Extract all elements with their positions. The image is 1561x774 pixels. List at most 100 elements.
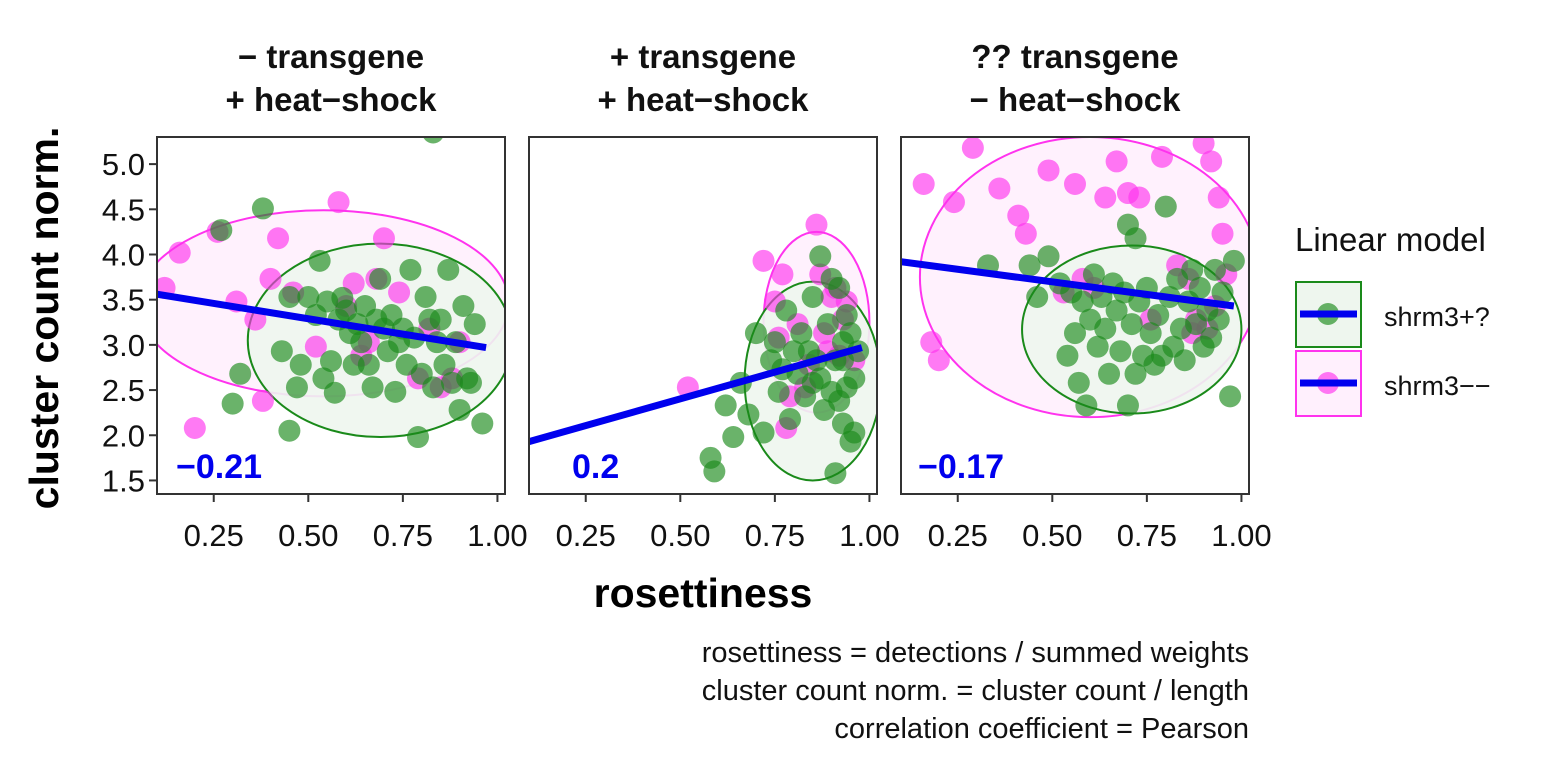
panel-title-line1: − transgene xyxy=(238,38,424,75)
point-shrm3-plus xyxy=(452,295,475,318)
point-shrm3-minus xyxy=(1014,222,1037,245)
point-shrm3-plus xyxy=(722,426,745,449)
point-shrm3-minus xyxy=(251,389,274,412)
point-shrm3-minus xyxy=(267,227,290,250)
point-shrm3-minus xyxy=(927,349,950,372)
footnote-line: correlation coefficient = Pearson xyxy=(834,713,1249,745)
x-tick-label: 0.50 xyxy=(650,518,710,553)
point-shrm3-plus xyxy=(270,340,293,363)
panel-title-line2: + heat−shock xyxy=(226,81,438,118)
linear-fit-line xyxy=(157,290,487,352)
point-shrm3-plus xyxy=(350,331,373,354)
point-shrm3-plus xyxy=(229,362,252,385)
point-shrm3-plus xyxy=(763,331,786,354)
point-shrm3-plus xyxy=(1181,258,1204,281)
x-tick-label: 0.75 xyxy=(745,518,805,553)
linear-fit-line xyxy=(901,258,1235,310)
point-shrm3-minus xyxy=(1128,186,1151,209)
point-shrm3-minus xyxy=(1192,137,1215,155)
x-tick-label: 0.75 xyxy=(1117,518,1177,553)
point-shrm3-minus xyxy=(752,249,775,272)
point-shrm3-minus xyxy=(1064,172,1086,195)
point-shrm3-plus xyxy=(471,412,494,435)
legend-entry-shrm3-plus: shrm3+? xyxy=(1295,281,1490,348)
point-shrm3-plus xyxy=(210,219,233,242)
point-shrm3-plus xyxy=(1203,258,1226,281)
point-shrm3-minus xyxy=(988,177,1011,200)
point-shrm3-plus xyxy=(775,299,798,322)
point-shrm3-plus xyxy=(1064,322,1086,345)
point-shrm3-minus xyxy=(1200,150,1223,173)
point-shrm3-plus xyxy=(399,258,422,281)
point-shrm3-plus xyxy=(278,285,301,308)
point-shrm3-minus xyxy=(304,335,327,358)
y-axis-title: cluster count norm. xyxy=(21,127,67,510)
point-shrm3-plus xyxy=(839,322,862,345)
point-shrm3-plus xyxy=(429,308,452,331)
point-shrm3-plus xyxy=(703,460,726,483)
point-shrm3-minus xyxy=(259,267,282,290)
y-tick-label: 5.0 xyxy=(102,147,145,182)
x-tick-label: 0.25 xyxy=(556,518,616,553)
point-shrm3-plus xyxy=(323,381,346,404)
y-tick-label: 4.0 xyxy=(102,237,145,272)
point-shrm3-plus xyxy=(463,313,486,336)
point-shrm3-minus xyxy=(183,417,206,440)
point-shrm3-minus xyxy=(1151,145,1173,168)
point-shrm3-plus xyxy=(285,376,308,399)
point-shrm3-plus xyxy=(1211,281,1234,304)
point-shrm3-plus xyxy=(843,421,866,444)
legend-label: shrm3−− xyxy=(1384,371,1491,401)
point-shrm3-plus xyxy=(1105,299,1128,322)
x-tick-label: 1.00 xyxy=(1211,518,1271,553)
point-shrm3-plus xyxy=(361,376,384,399)
panel-plus-transgene: 0.2 xyxy=(528,136,878,495)
point-shrm3-plus xyxy=(1109,340,1132,363)
y-tick-label: 1.5 xyxy=(102,463,145,498)
point-shrm3-plus xyxy=(1018,254,1041,277)
point-shrm3-plus xyxy=(1086,335,1109,358)
point-shrm3-plus xyxy=(1219,385,1242,408)
point-shrm3-plus xyxy=(1139,322,1162,345)
point-shrm3-minus xyxy=(920,331,943,354)
point-shrm3-plus xyxy=(422,376,445,399)
panel-title-line2: − heat−shock xyxy=(970,81,1182,118)
point-shrm3-plus xyxy=(790,322,813,345)
footnote: rosettiness = detections / summed weight… xyxy=(702,637,1249,745)
point-shrm3-plus xyxy=(433,353,456,376)
point-shrm3-minus xyxy=(372,227,395,250)
point-shrm3-plus xyxy=(1200,326,1223,349)
point-shrm3-plus xyxy=(369,267,392,290)
point-shrm3-plus xyxy=(308,249,331,272)
x-tick-label: 0.75 xyxy=(373,518,433,553)
point-shrm3-minus xyxy=(1007,204,1030,227)
y-axis: 1.5 2.0 2.5 3.0 3.5 4.0 4.5 5.0 xyxy=(102,147,157,498)
point-shrm3-plus xyxy=(1094,317,1117,340)
point-shrm3-plus xyxy=(423,137,444,144)
y-tick-label: 4.5 xyxy=(102,192,145,227)
linear-fit-line xyxy=(529,344,863,445)
point-shrm3-plus xyxy=(1120,313,1143,336)
legend-title: Linear model xyxy=(1295,221,1486,258)
panel-title-line1: + transgene xyxy=(610,38,796,75)
point-shrm3-plus xyxy=(1188,276,1211,299)
x-tick-label: 0.25 xyxy=(928,518,988,553)
point-shrm3-minus xyxy=(327,191,350,214)
point-shrm3-plus xyxy=(801,285,824,308)
panel-minus-transgene: −0.21 xyxy=(156,136,506,495)
x-axis: 0.25 0.50 0.75 1.00 0.25 0.50 0.75 1.00 0.25 0.50… xyxy=(184,494,1272,553)
point-shrm3-plus xyxy=(1207,308,1230,331)
y-tick-label: 3.5 xyxy=(102,283,145,318)
point-shrm3-plus xyxy=(448,398,471,421)
point-shrm3-plus xyxy=(752,421,775,444)
panel-border xyxy=(156,136,506,495)
point-shrm3-plus xyxy=(407,426,429,449)
panel-title-2: ?? transgene − heat−shock xyxy=(970,38,1182,118)
panel-title-line2: + heat−shock xyxy=(598,81,810,118)
point-shrm3-plus xyxy=(414,285,437,308)
point-shrm3-plus xyxy=(779,407,801,430)
point-shrm3-plus xyxy=(1037,245,1060,268)
x-tick-label: 0.25 xyxy=(184,518,244,553)
point-shrm3-minus xyxy=(1211,222,1234,245)
